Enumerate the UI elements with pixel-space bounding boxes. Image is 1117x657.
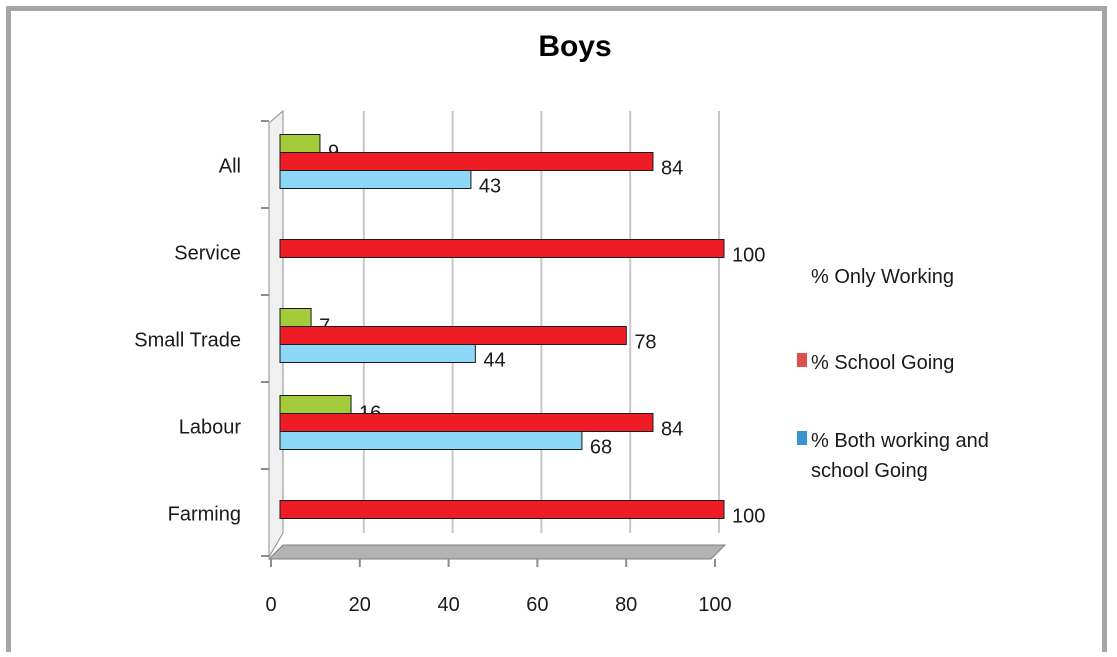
data-label: 100 xyxy=(732,245,765,267)
bar--both-working-and-school-going-labour xyxy=(279,431,583,450)
data-label: 100 xyxy=(732,506,765,528)
floor xyxy=(267,544,727,560)
legend-entry: % Only Working xyxy=(811,266,954,288)
legend-entry: % School Going xyxy=(811,352,954,374)
category-label: Farming xyxy=(168,504,241,526)
x-tick-label: 40 xyxy=(437,594,459,616)
category-label: Small Trade xyxy=(134,330,241,352)
plot-area: 0 20 40 60 80 100 All Service Small Trade Labour F… xyxy=(134,109,765,616)
data-label: 68 xyxy=(590,437,612,459)
x-tick-label: 20 xyxy=(349,594,371,616)
bar--only-working-labour xyxy=(279,395,352,414)
side-wall xyxy=(268,109,284,559)
bar--school-going-small-trade xyxy=(279,326,627,345)
data-label: 44 xyxy=(483,350,505,372)
bar-chart: Boys 0 20 40 60 80 100 All Service Small Trade La… xyxy=(134,30,989,616)
bar--school-going-farming xyxy=(279,500,725,519)
x-tick-label: 80 xyxy=(615,594,637,616)
chart-title: Boys xyxy=(538,30,611,63)
bar--only-working-small-trade xyxy=(279,308,312,327)
legend: % Only Working % School Going % Both worki… xyxy=(797,266,989,482)
x-tick-label: 0 xyxy=(265,594,276,616)
chart-frame: Boys 0 20 40 60 80 100 All Service Small Trade La… xyxy=(6,6,1107,652)
category-label: All xyxy=(219,156,241,178)
bar--both-working-and-school-going-small-trade xyxy=(279,344,476,363)
data-label: 78 xyxy=(634,332,656,354)
legend-marker xyxy=(797,431,807,445)
x-tick-label: 60 xyxy=(526,594,548,616)
bar--both-working-and-school-going-all xyxy=(279,170,472,189)
data-label: 43 xyxy=(479,176,501,198)
category-label: Service xyxy=(174,243,241,265)
x-tick-label: 100 xyxy=(698,594,731,616)
legend-marker xyxy=(797,353,807,367)
bar--only-working-all xyxy=(279,134,321,153)
category-label: Labour xyxy=(179,417,242,439)
bar--school-going-labour xyxy=(279,413,654,432)
bar--school-going-all xyxy=(279,152,654,171)
data-label: 84 xyxy=(661,158,683,180)
bar--school-going-service xyxy=(279,239,725,258)
legend-entry: % Both working and school Going xyxy=(811,430,989,482)
data-label: 84 xyxy=(661,419,683,441)
